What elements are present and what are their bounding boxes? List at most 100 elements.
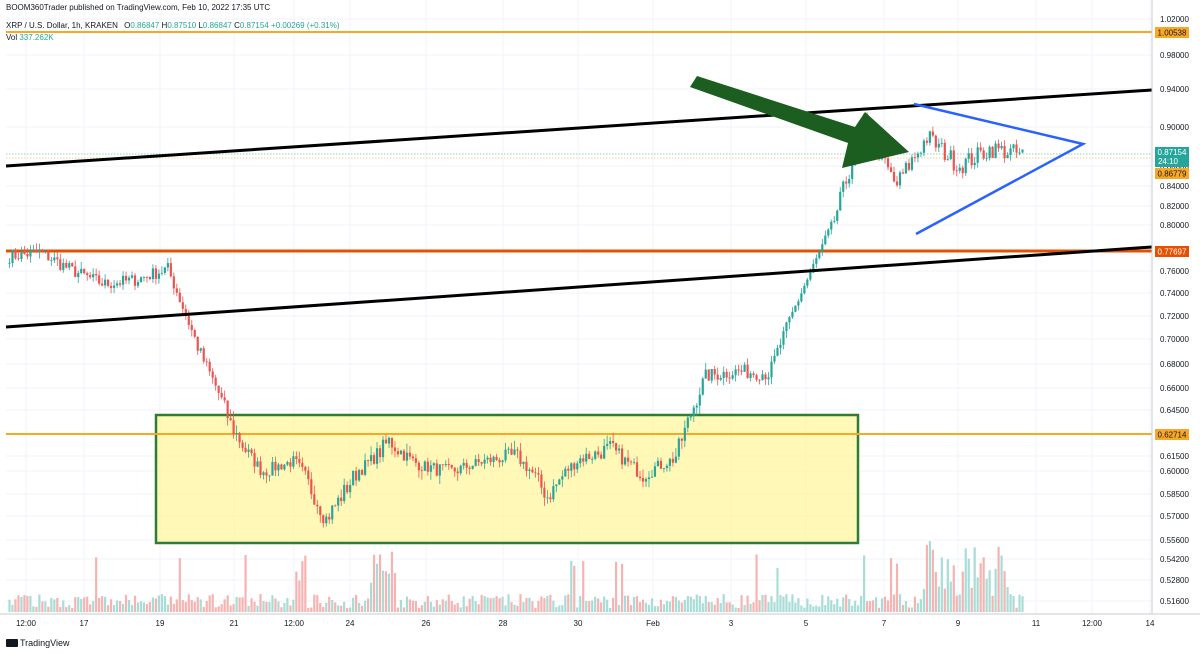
volume-bar [543, 598, 546, 612]
volume-bar [937, 586, 940, 612]
volume-bar [411, 600, 414, 612]
consolidation-box[interactable] [154, 413, 860, 545]
candle-body [193, 330, 196, 337]
volume-bar [65, 607, 68, 612]
volume-bar [241, 597, 244, 612]
time-tick-label: 12:00 [1082, 619, 1103, 628]
candle-body [680, 438, 683, 441]
candle-body [501, 460, 504, 463]
volume-bar [211, 594, 214, 612]
volume-bar [292, 599, 295, 612]
volume-bar [483, 596, 486, 612]
candle-body [26, 253, 29, 257]
lower-trendline[interactable] [5, 245, 1153, 329]
candle-body [29, 250, 32, 257]
upper-trendline[interactable] [5, 88, 1153, 168]
tradingview-footer[interactable]: TradingView [6, 638, 70, 648]
volume-bar [489, 598, 492, 612]
volume-bars [8, 541, 1024, 612]
candle-body [692, 407, 695, 417]
candle-body [689, 416, 692, 418]
volume-bar [525, 598, 528, 612]
candle-body [803, 285, 806, 294]
price-tick-label: 0.80000 [1160, 221, 1189, 230]
candle-body [250, 449, 253, 454]
candle-body [271, 461, 274, 476]
candle-body [498, 459, 501, 463]
volume-bar [579, 595, 582, 612]
candle-body [157, 273, 160, 279]
candle-body [904, 162, 908, 174]
candle-body [226, 400, 229, 419]
candle-body [752, 373, 755, 376]
volume-bar [698, 595, 701, 612]
candle-body [591, 458, 594, 460]
volume-bar [196, 597, 199, 612]
price-tick-label: 0.55600 [1160, 536, 1189, 545]
candle-body [47, 250, 50, 261]
volume-bar [151, 597, 155, 612]
volume-bar [435, 600, 438, 612]
green-arrow-annotation[interactable] [690, 76, 909, 168]
volume-bar [121, 603, 125, 612]
candle-body [199, 348, 202, 351]
volume-bar [934, 571, 937, 612]
candle-body [749, 373, 752, 379]
candle-body [600, 454, 603, 459]
volume-bar [779, 595, 782, 612]
volume-bar [830, 600, 833, 612]
candle-body [851, 164, 854, 179]
candle-body [369, 455, 373, 462]
candle-body [895, 181, 899, 186]
volume-bar [561, 605, 564, 612]
candle-body [175, 288, 178, 293]
volume-bar [612, 597, 615, 612]
volume-bar [815, 605, 818, 612]
candle-body [677, 438, 680, 457]
candle-body [782, 331, 785, 345]
volume-bar [895, 563, 899, 612]
candle-body [139, 277, 143, 283]
volume-bar [737, 607, 740, 612]
volume-bar [537, 600, 540, 612]
volume-bar [680, 602, 683, 612]
candle-body [292, 456, 295, 467]
candle-body [833, 220, 836, 222]
volume-bar [313, 594, 316, 612]
volume-bar [256, 605, 259, 612]
candle-body [378, 448, 382, 458]
volume-bar [208, 595, 211, 612]
volume-bar [1009, 594, 1012, 612]
candle-body [973, 162, 976, 166]
candle-body [414, 458, 417, 463]
candle-body [62, 262, 65, 270]
candle-body [366, 460, 370, 462]
volume-bar [110, 599, 113, 612]
volume-bar [692, 599, 695, 612]
candle-body [465, 462, 468, 468]
volume-bar [582, 561, 585, 612]
time-tick-label: 3 [729, 619, 734, 628]
price-tick-label: 0.51600 [1160, 597, 1189, 606]
symmetrical-triangle[interactable] [913, 102, 1087, 236]
volume-bar [671, 596, 674, 612]
vol-value: 337.262K [19, 33, 54, 42]
volume-bar [1003, 571, 1006, 612]
volume-bar [746, 595, 749, 612]
candle-body [107, 279, 110, 286]
candle-body [232, 420, 235, 435]
volume-bar [755, 554, 758, 612]
volume-bar [919, 599, 922, 612]
volume-bar [145, 604, 149, 612]
volume-bar [656, 606, 660, 612]
candle-body [609, 441, 612, 444]
candle-body [773, 355, 776, 362]
tradingview-logo-icon [6, 639, 18, 647]
volume-bar [304, 555, 307, 612]
candle-body [704, 369, 707, 379]
time-tick-label: 21 [230, 619, 239, 628]
candle-body [961, 167, 964, 174]
candle-body [187, 315, 190, 325]
